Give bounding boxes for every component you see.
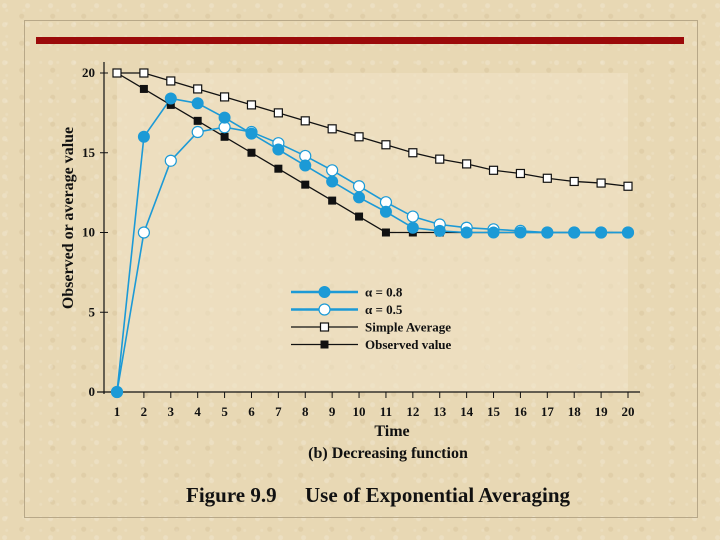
legend-label: α = 0.8 bbox=[365, 285, 403, 300]
x-tick-label: 20 bbox=[622, 404, 635, 419]
data-point bbox=[406, 221, 419, 234]
x-tick-label: 19 bbox=[595, 404, 609, 419]
data-point bbox=[191, 97, 204, 110]
x-tick-label: 10 bbox=[353, 404, 366, 419]
x-axis-title: Time bbox=[374, 423, 409, 440]
data-point bbox=[273, 108, 283, 118]
data-point bbox=[137, 130, 150, 143]
data-point bbox=[623, 181, 633, 191]
x-tick-label: 5 bbox=[221, 404, 228, 419]
x-tick-label: 14 bbox=[460, 404, 474, 419]
data-point bbox=[164, 154, 177, 167]
title-rule bbox=[36, 37, 684, 44]
x-tick-label: 2 bbox=[141, 404, 148, 419]
data-point bbox=[352, 180, 366, 193]
legend-label: Observed value bbox=[365, 337, 452, 352]
data-point bbox=[569, 176, 579, 187]
chart-subtitle: (b) Decreasing function bbox=[308, 445, 468, 462]
figure-title: Use of Exponential Averaging bbox=[305, 483, 571, 507]
data-point bbox=[218, 111, 231, 124]
data-point bbox=[622, 226, 634, 239]
data-point bbox=[247, 148, 256, 157]
data-point bbox=[541, 226, 554, 239]
data-point bbox=[220, 132, 229, 141]
legend-marker bbox=[320, 340, 329, 349]
data-point bbox=[166, 76, 176, 86]
x-tick-label: 15 bbox=[487, 404, 501, 419]
figure-number: Figure 9.9 bbox=[186, 483, 277, 507]
y-tick-label: 15 bbox=[82, 145, 96, 160]
x-tick-label: 1 bbox=[114, 404, 121, 419]
data-point bbox=[355, 212, 364, 221]
y-tick-label: 10 bbox=[82, 225, 95, 240]
data-point bbox=[326, 175, 339, 188]
data-point bbox=[328, 196, 337, 205]
x-tick-label: 9 bbox=[329, 404, 336, 419]
y-axis-title: Observed or average value bbox=[60, 127, 77, 309]
x-tick-label: 17 bbox=[541, 404, 555, 419]
data-point bbox=[515, 168, 526, 179]
data-point bbox=[246, 100, 257, 110]
data-point bbox=[433, 224, 446, 237]
legend-marker bbox=[318, 303, 331, 316]
x-tick-label: 18 bbox=[568, 404, 582, 419]
data-point bbox=[139, 84, 148, 93]
data-point bbox=[462, 159, 472, 169]
data-point bbox=[139, 68, 149, 78]
x-tick-label: 12 bbox=[406, 404, 419, 419]
legend-marker bbox=[318, 286, 331, 298]
data-point bbox=[353, 191, 366, 204]
slide-frame bbox=[24, 20, 698, 518]
data-point bbox=[300, 116, 310, 126]
y-tick-label: 5 bbox=[89, 304, 96, 319]
data-point bbox=[191, 125, 204, 139]
data-point bbox=[354, 132, 364, 142]
data-point bbox=[327, 124, 337, 134]
x-tick-label: 4 bbox=[194, 404, 201, 419]
data-point bbox=[193, 84, 203, 94]
data-point bbox=[381, 140, 391, 150]
legend-label: Simple Average bbox=[365, 320, 451, 335]
legend: α = 0.8 α = 0.5 Simple Average Observed val… bbox=[291, 285, 452, 352]
y-tick-label: 20 bbox=[82, 65, 95, 80]
data-point bbox=[245, 127, 258, 140]
data-point bbox=[274, 164, 283, 173]
data-point bbox=[272, 143, 285, 156]
data-point bbox=[460, 226, 473, 239]
data-point bbox=[514, 226, 527, 239]
data-point bbox=[301, 180, 310, 189]
x-tick-label: 7 bbox=[275, 404, 282, 419]
data-point bbox=[137, 226, 150, 239]
legend-marker bbox=[319, 322, 330, 332]
data-point bbox=[487, 226, 500, 239]
data-point bbox=[379, 205, 392, 218]
data-point bbox=[164, 92, 177, 105]
data-point bbox=[299, 159, 312, 172]
data-point bbox=[568, 226, 581, 239]
data-point bbox=[219, 92, 230, 102]
data-point bbox=[408, 148, 418, 158]
x-tick-label: 3 bbox=[168, 404, 175, 419]
data-point bbox=[111, 386, 123, 398]
data-point bbox=[488, 165, 499, 175]
data-point bbox=[193, 116, 202, 125]
legend-label: α = 0.5 bbox=[365, 302, 403, 317]
data-point bbox=[326, 164, 339, 177]
x-tick-label: 6 bbox=[248, 404, 255, 419]
data-point bbox=[112, 68, 122, 78]
y-tick-label: 0 bbox=[89, 384, 96, 399]
data-point bbox=[406, 210, 419, 223]
data-point bbox=[381, 228, 390, 237]
x-tick-label: 16 bbox=[514, 404, 528, 419]
x-tick-label: 8 bbox=[302, 404, 309, 419]
data-point bbox=[542, 173, 552, 183]
data-point bbox=[166, 100, 175, 109]
x-tick-label: 13 bbox=[433, 404, 447, 419]
data-point bbox=[435, 154, 445, 164]
data-point bbox=[595, 226, 608, 239]
data-point bbox=[596, 178, 606, 188]
x-tick-label: 11 bbox=[380, 404, 392, 419]
